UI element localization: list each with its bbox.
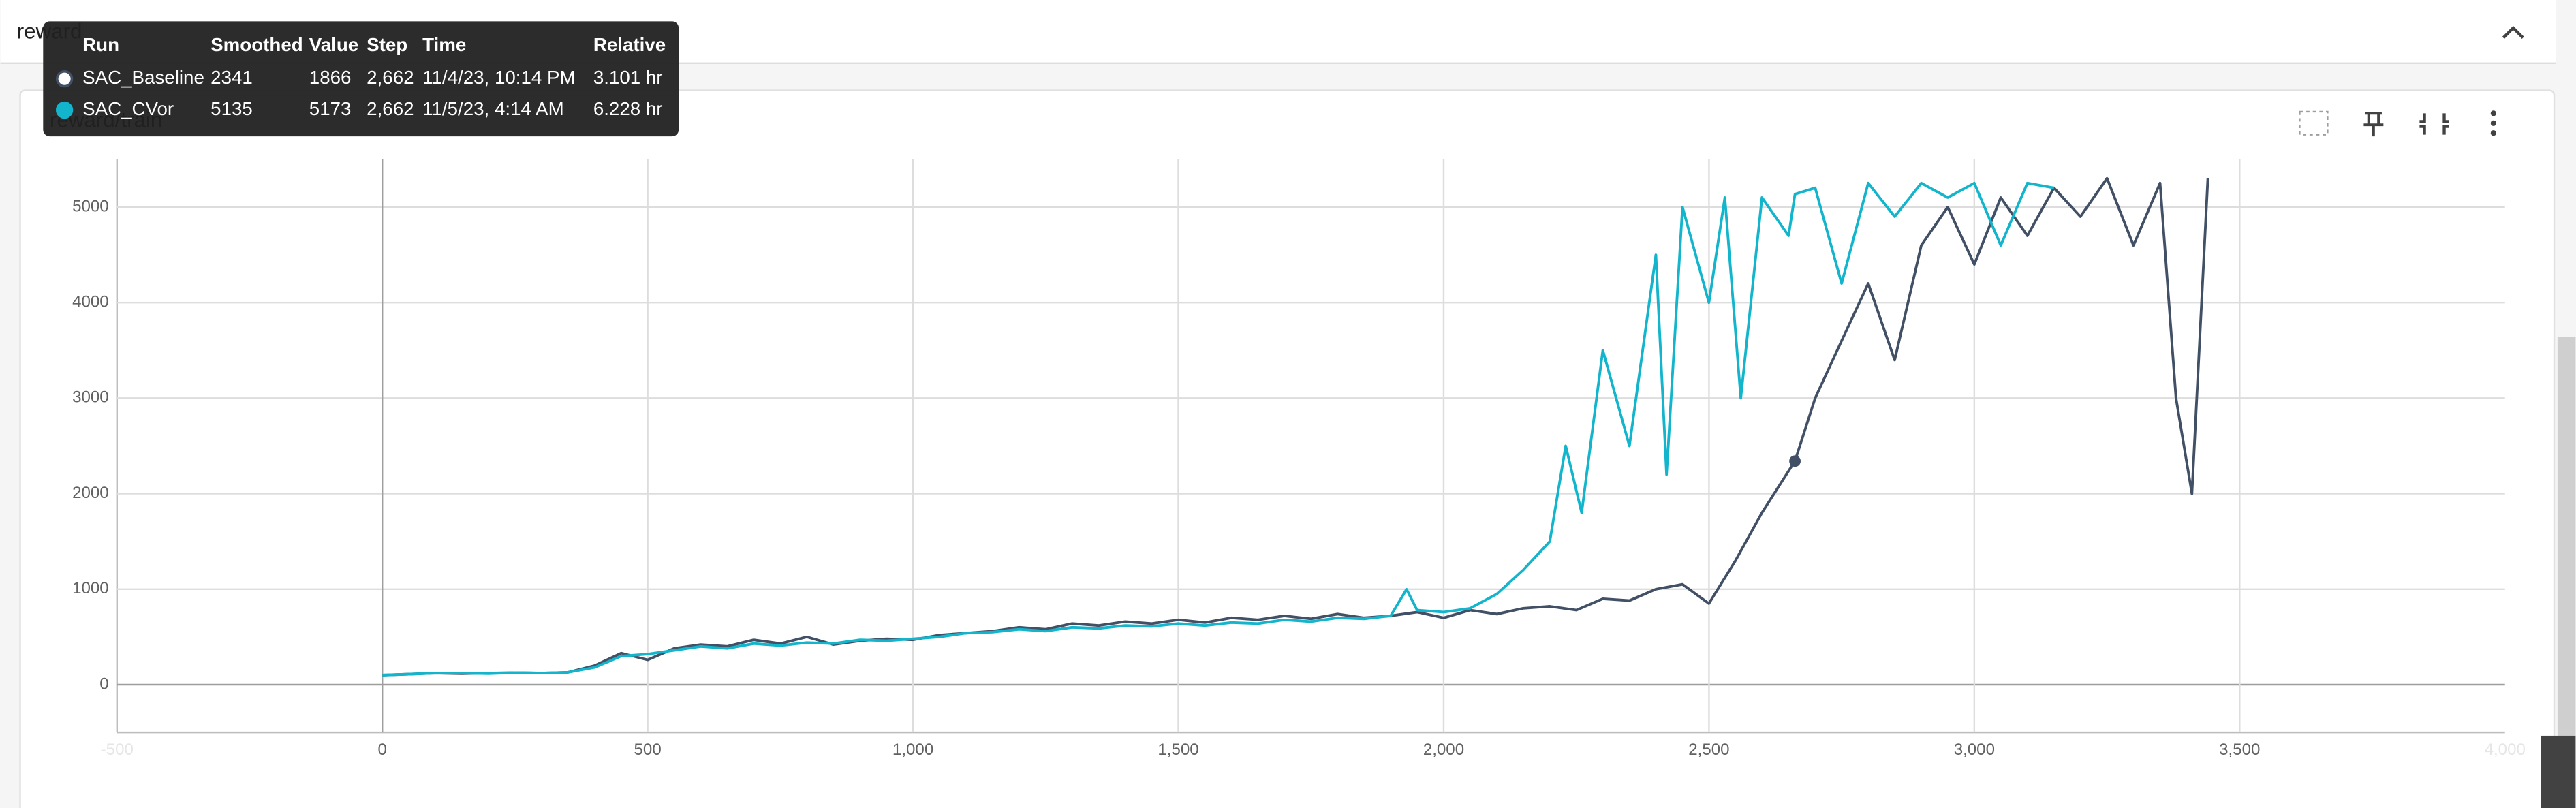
relative: 6.228 hr xyxy=(593,98,663,119)
tooltip-box xyxy=(43,21,679,137)
x-tick-label: 500 xyxy=(634,741,662,759)
smoothed: 2341 xyxy=(211,67,253,88)
value: 5173 xyxy=(309,98,352,119)
relative: 3.101 hr xyxy=(593,67,663,88)
more-icon[interactable] xyxy=(2490,110,2496,136)
x-tick-label: 0 xyxy=(378,741,387,759)
run-name: SAC_CVor xyxy=(82,98,174,119)
collapse-chart-icon[interactable] xyxy=(2419,113,2449,135)
smoothed: 5135 xyxy=(211,98,253,119)
y-tick-label: 5000 xyxy=(72,197,109,215)
scrollbar[interactable] xyxy=(2557,337,2576,808)
x-tick-label: 2,000 xyxy=(1423,741,1464,759)
tooltip-header: Smoothed xyxy=(211,34,303,55)
y-tick-label: 3000 xyxy=(72,388,109,407)
x-tick-label: 3,000 xyxy=(1954,741,1995,759)
y-tick-label: 1000 xyxy=(72,579,109,597)
value: 1866 xyxy=(309,67,352,88)
x-tick-label: 4,000 xyxy=(2485,741,2526,759)
tooltip-header: Value xyxy=(309,34,358,55)
time: 11/4/23, 10:14 PM xyxy=(422,67,575,88)
run-name: SAC_Baseline xyxy=(82,67,204,88)
run-indicator xyxy=(55,70,74,88)
fit-icon[interactable] xyxy=(2299,110,2329,136)
series-line xyxy=(382,176,2209,677)
tooltip-header: Time xyxy=(422,34,466,55)
series-line xyxy=(382,181,2055,677)
y-tick-label: 2000 xyxy=(72,484,109,502)
run-indicator xyxy=(55,101,74,119)
tooltip-header: Run xyxy=(82,34,119,55)
x-tick-label: 1,500 xyxy=(1158,741,1198,759)
step: 2,662 xyxy=(367,98,414,119)
time: 11/5/23, 4:14 AM xyxy=(422,98,564,119)
step: 2,662 xyxy=(367,67,414,88)
x-tick-label: -500 xyxy=(101,741,134,759)
plot-area: 0 1000 2000 3000 4000 5000 -500 0 500 1,000 1,500 2… xyxy=(72,159,2526,759)
side-widget[interactable] xyxy=(2541,735,2576,808)
y-tick-label: 0 xyxy=(99,674,108,693)
x-tick-label: 2,500 xyxy=(1688,741,1729,759)
pin-icon[interactable] xyxy=(2363,112,2384,137)
collapse-icon[interactable] xyxy=(2502,25,2524,39)
tooltip: Run Smoothed Value Step Time Relative SAC_Base… xyxy=(43,21,679,137)
y-tick-label: 4000 xyxy=(72,293,109,311)
tooltip-header: Relative xyxy=(593,34,666,55)
x-tick-label: 1,000 xyxy=(893,741,933,759)
x-tick-label: 3,500 xyxy=(2219,741,2260,759)
card-toolbar xyxy=(2299,110,2496,137)
chart-card xyxy=(19,89,2556,808)
hover-point xyxy=(1789,455,1801,467)
tooltip-header: Step xyxy=(367,34,407,55)
